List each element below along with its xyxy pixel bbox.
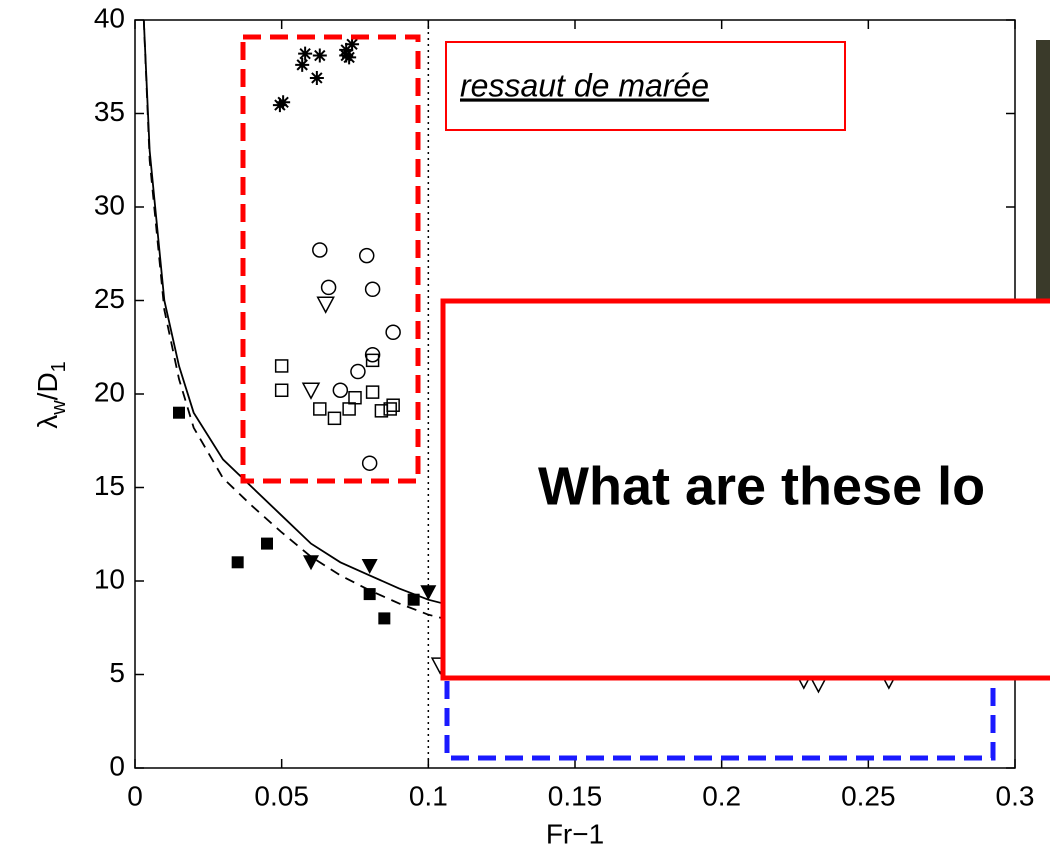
- y-tick-label: 30: [94, 189, 125, 220]
- marker: [342, 50, 357, 65]
- x-tick-label: 0.15: [548, 780, 603, 811]
- x-tick-label: 0.3: [996, 780, 1035, 811]
- marker: [363, 588, 376, 601]
- photo-strip: [1036, 40, 1050, 300]
- y-label-sub2: 1: [48, 361, 70, 372]
- y-tick-label: 0: [109, 750, 125, 781]
- marker: [348, 390, 362, 405]
- y-tick-label: 10: [94, 563, 125, 594]
- marker: [364, 346, 381, 363]
- marker: [407, 593, 420, 606]
- y-axis-label: λw/D1: [32, 361, 70, 429]
- marker: [312, 48, 327, 63]
- y-tick-label: 15: [94, 470, 125, 501]
- marker: [261, 537, 273, 550]
- y-label-middle: /D: [32, 372, 63, 400]
- highlight-box: [240, 34, 421, 484]
- plot-area: 0 0.05 0.1 0.15 0.2 0.25 0.3 0 5 10 15 20 25 30 35 40: [94, 2, 1035, 811]
- marker: [320, 279, 337, 296]
- marker: [358, 247, 375, 264]
- marker: [385, 324, 401, 341]
- marker: [339, 42, 354, 57]
- y-tick-label: 25: [94, 283, 125, 314]
- y-label-sub: w: [48, 400, 70, 416]
- marker: [274, 359, 289, 373]
- x-tick-label: 0.1: [409, 780, 448, 811]
- y-tick-label: 35: [94, 96, 125, 127]
- x-tick-label: 0.05: [254, 780, 309, 811]
- label-box: [445, 41, 846, 131]
- marker: [365, 353, 380, 368]
- marker: [312, 242, 328, 258]
- y-tick-label: 5: [109, 657, 125, 688]
- region-label: ressaut de marée: [460, 67, 709, 103]
- marker: [342, 402, 356, 416]
- marker: [298, 46, 313, 61]
- marker: [361, 455, 378, 471]
- question-text: What are these lo: [538, 456, 985, 516]
- marker: [301, 382, 321, 400]
- marker: [365, 385, 380, 399]
- marker: [316, 296, 335, 314]
- x-tick-label: 0: [127, 780, 143, 811]
- marker: [173, 406, 185, 419]
- marker: [345, 37, 360, 52]
- marker: [309, 70, 324, 85]
- marker: [361, 559, 378, 575]
- marker: [295, 57, 310, 72]
- marker: [386, 398, 400, 412]
- x-tick-label: 0.25: [841, 780, 896, 811]
- y-label-symbol: λ: [32, 415, 63, 429]
- x-axis-label: Fr−1: [546, 818, 604, 849]
- question-box: [440, 298, 1050, 681]
- marker: [276, 95, 291, 110]
- marker: [313, 402, 327, 416]
- y-tick-label: 40: [94, 2, 125, 33]
- marker: [303, 555, 319, 571]
- marker: [274, 383, 289, 398]
- curve: [142, 19, 444, 620]
- curve: [142, 19, 444, 605]
- marker: [231, 556, 244, 569]
- marker: [332, 382, 349, 399]
- x-tick-label: 0.2: [702, 780, 741, 811]
- marker: [327, 411, 342, 426]
- marker: [350, 363, 366, 380]
- y-tick-label: 20: [94, 376, 125, 407]
- marker: [378, 612, 391, 625]
- marker: [383, 402, 397, 416]
- marker: [420, 585, 437, 601]
- marker: [364, 281, 381, 298]
